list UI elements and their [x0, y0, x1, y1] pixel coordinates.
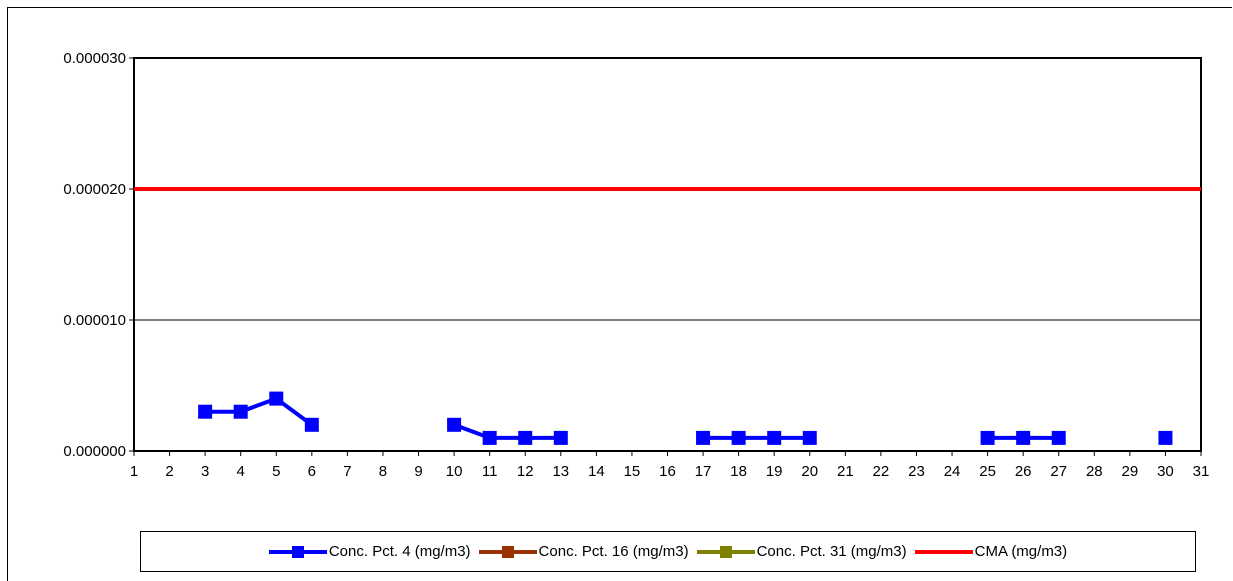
x-tick-label: 5 [272, 463, 280, 480]
data-point [198, 404, 213, 419]
data-point [269, 391, 284, 406]
x-tick-label: 14 [588, 463, 605, 480]
x-tick-label: 23 [908, 463, 925, 480]
y-tick-label: 0.000020 [63, 181, 126, 198]
legend-label-pct16: Conc. Pct. 16 (mg/m3) [538, 543, 689, 560]
y-tick-label: 0.000000 [63, 443, 126, 460]
legend-label-pct4: Conc. Pct. 4 (mg/m3) [328, 543, 471, 560]
x-tick-label: 15 [624, 463, 641, 480]
x-tick-label: 20 [801, 463, 818, 480]
legend-item-pct4: Conc. Pct. 4 (mg/m3) [268, 543, 471, 560]
legend-swatch-cma [914, 545, 973, 559]
data-point [802, 430, 817, 445]
x-tick-label: 11 [482, 463, 498, 480]
legend-item-pct31: Conc. Pct. 31 (mg/m3) [696, 543, 907, 560]
x-tick-label: 18 [730, 463, 747, 480]
legend-swatch-pct4 [268, 545, 327, 559]
x-tick-label: 21 [837, 463, 854, 480]
legend-item-cma: CMA (mg/m3) [914, 543, 1068, 560]
x-tick-label: 22 [873, 463, 890, 480]
series-line-segment [453, 422, 561, 440]
series-line-segment [205, 396, 314, 427]
data-point [304, 417, 319, 432]
data-point [1016, 430, 1031, 445]
x-tick-label: 16 [659, 463, 676, 480]
data-point [553, 430, 568, 445]
x-tick-label: 8 [379, 463, 387, 480]
y-tick-label: 0.000010 [63, 312, 126, 329]
legend-line-cma [914, 549, 973, 554]
y-tick-label: 0.000030 [63, 50, 126, 67]
x-tick-label: 30 [1157, 463, 1174, 480]
data-point [1158, 430, 1173, 445]
x-tick-label: 13 [552, 463, 569, 480]
x-tick-label: 29 [1122, 463, 1139, 480]
data-point [767, 430, 782, 445]
x-tick-label: 17 [695, 463, 712, 480]
plot-area [133, 57, 1202, 452]
legend-marker-pct4 [291, 545, 304, 558]
x-tick-label: 12 [517, 463, 534, 480]
y-axis-ticks: 0.000000 0.000010 0.000020 0.000030 [63, 50, 134, 460]
data-point [518, 430, 533, 445]
x-tick-label: 4 [237, 463, 245, 480]
x-tick-label: 27 [1050, 463, 1067, 480]
legend-label-cma: CMA (mg/m3) [974, 543, 1068, 560]
data-point [233, 404, 248, 419]
legend-swatch-pct16 [478, 545, 537, 559]
x-tick-label: 9 [414, 463, 422, 480]
x-tick-label: 7 [343, 463, 351, 480]
x-tick-label: 24 [944, 463, 961, 480]
legend-marker-pct31 [719, 545, 732, 558]
x-tick-label: 3 [201, 463, 209, 480]
data-point [980, 430, 995, 445]
x-tick-label: 26 [1015, 463, 1032, 480]
x-tick-label: 6 [308, 463, 316, 480]
x-tick-label: 28 [1086, 463, 1103, 480]
legend: Conc. Pct. 4 (mg/m3) Conc. Pct. 16 (mg/m… [140, 531, 1196, 572]
legend-item-pct16: Conc. Pct. 16 (mg/m3) [478, 543, 689, 560]
legend-swatch-pct31 [696, 545, 755, 559]
data-point [447, 417, 462, 432]
data-point [482, 430, 497, 445]
x-tick-label: 10 [446, 463, 463, 480]
data-point [696, 430, 711, 445]
x-tick-label: 2 [165, 463, 173, 480]
chart-frame [7, 7, 1232, 581]
x-tick-label: 25 [979, 463, 996, 480]
series-group [134, 187, 1201, 445]
x-tick-label: 31 [1193, 463, 1210, 480]
x-tick-label: 1 [130, 463, 138, 480]
legend-marker-pct16 [501, 545, 514, 558]
data-point [1051, 430, 1066, 445]
x-axis-ticks: 1 2 3 4 5 6 7 8 9 10 11 12 13 14 15 16 17 18 19 20 21 22 23 24 2… [130, 451, 1210, 480]
data-point [731, 430, 746, 445]
x-tick-label: 19 [766, 463, 783, 480]
legend-label-pct31: Conc. Pct. 31 (mg/m3) [756, 543, 907, 560]
